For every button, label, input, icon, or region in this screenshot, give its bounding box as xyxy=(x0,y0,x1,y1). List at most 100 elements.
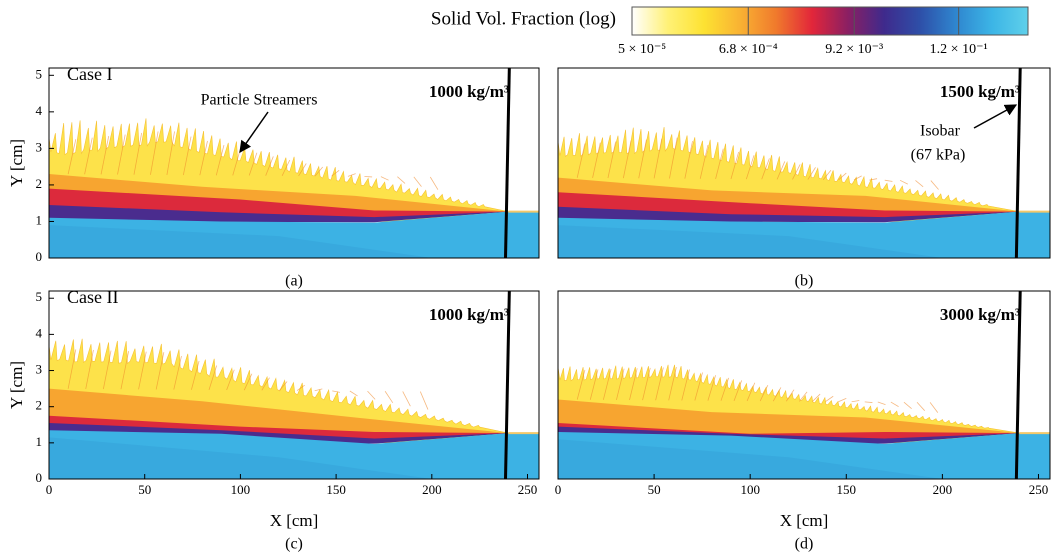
y-tick-label: 4 xyxy=(36,103,43,118)
colorbar-tick-label: 6.8 × 10⁻⁴ xyxy=(719,42,778,57)
streak xyxy=(715,148,724,179)
streak xyxy=(314,166,324,177)
colorbar-tick-label: 5 × 10⁻⁵ xyxy=(618,42,666,57)
streak xyxy=(720,377,730,401)
density-label: 1000 kg/m³ xyxy=(429,305,509,324)
streak xyxy=(776,161,786,180)
streak xyxy=(694,372,703,401)
purple-region xyxy=(49,205,509,223)
dense-shade xyxy=(558,225,943,258)
x-axis-label: X [cm] xyxy=(780,511,829,530)
streak xyxy=(877,401,886,405)
y-tick-label: 5 xyxy=(36,289,43,304)
y-tick-label: 1 xyxy=(36,212,43,227)
streak xyxy=(384,391,394,404)
y-tick-label: 2 xyxy=(36,398,43,413)
streak xyxy=(899,179,908,185)
annotation-arrow xyxy=(239,111,269,153)
streak xyxy=(347,173,356,177)
streak xyxy=(759,384,769,402)
streak xyxy=(915,180,924,188)
streak xyxy=(730,151,740,180)
y-tick-label: 1 xyxy=(36,434,43,449)
streak xyxy=(838,398,847,403)
streak xyxy=(367,390,376,400)
isobar xyxy=(1014,291,1022,479)
y-axis-label: Y [cm] xyxy=(7,139,26,187)
streak xyxy=(812,393,821,402)
streak xyxy=(799,391,808,402)
streak xyxy=(215,144,225,176)
x-tick-label: 200 xyxy=(422,482,442,497)
panel-label: (a) xyxy=(285,273,303,290)
streak xyxy=(699,144,709,179)
colorbar xyxy=(631,6,1029,36)
streak xyxy=(602,369,612,400)
streak xyxy=(792,164,801,180)
contour-field xyxy=(558,291,1050,479)
streak xyxy=(607,141,617,179)
annotation: Particle Streamers xyxy=(201,92,318,109)
plot-frame xyxy=(48,67,540,259)
streak xyxy=(930,180,939,190)
streak xyxy=(707,375,716,401)
streak xyxy=(150,131,159,175)
annotation: (67 kPa) xyxy=(911,147,966,164)
panel-label: (d) xyxy=(795,536,814,553)
dense-shade xyxy=(558,439,943,479)
dense-shade xyxy=(49,437,432,479)
panel-label: (c) xyxy=(285,536,303,553)
streak xyxy=(243,373,253,391)
streak xyxy=(226,369,235,391)
streak xyxy=(616,368,625,401)
streak xyxy=(279,381,288,391)
streak xyxy=(67,349,77,389)
streak xyxy=(102,350,112,390)
streak xyxy=(166,131,175,175)
streak xyxy=(822,170,832,180)
streak xyxy=(296,384,305,391)
x-axis-label: X [cm] xyxy=(270,511,319,530)
streak xyxy=(864,401,873,403)
isobar xyxy=(504,291,511,479)
streak xyxy=(929,402,939,413)
contour-field xyxy=(49,68,539,258)
purple-region xyxy=(558,206,1020,223)
streak xyxy=(332,390,341,393)
streak xyxy=(668,366,677,401)
streak xyxy=(851,400,860,403)
streak xyxy=(261,377,270,391)
streak xyxy=(869,178,878,181)
streak xyxy=(402,391,411,407)
x-tick-label: 150 xyxy=(326,482,346,497)
streak xyxy=(916,402,925,411)
streak xyxy=(100,136,110,175)
colorbar-title: Solid Vol. Fraction (log) xyxy=(431,8,616,29)
streak xyxy=(669,137,678,179)
streak xyxy=(429,176,439,190)
streak xyxy=(684,141,693,179)
annotation-arrow xyxy=(973,104,1018,129)
streak xyxy=(576,143,586,178)
y-tick-label: 3 xyxy=(36,139,43,154)
x-tick-label: 100 xyxy=(740,482,760,497)
annotation: Isobar xyxy=(920,123,961,140)
streak xyxy=(622,140,632,179)
x-tick-label: 50 xyxy=(138,482,151,497)
streak xyxy=(838,172,847,181)
streak xyxy=(592,142,601,178)
x-tick-label: 0 xyxy=(555,482,562,497)
streak xyxy=(746,382,756,402)
density-label: 3000 kg/m³ xyxy=(940,305,1020,324)
streak xyxy=(397,176,406,184)
x-tick-label: 50 xyxy=(648,482,661,497)
streak xyxy=(314,388,323,392)
x-tick-label: 250 xyxy=(1029,482,1049,497)
streak xyxy=(199,140,208,176)
y-tick-label: 4 xyxy=(36,325,43,340)
x-tick-label: 0 xyxy=(46,482,53,497)
streak xyxy=(733,380,743,401)
y-tick-label: 3 xyxy=(36,362,43,377)
streak xyxy=(681,369,690,401)
